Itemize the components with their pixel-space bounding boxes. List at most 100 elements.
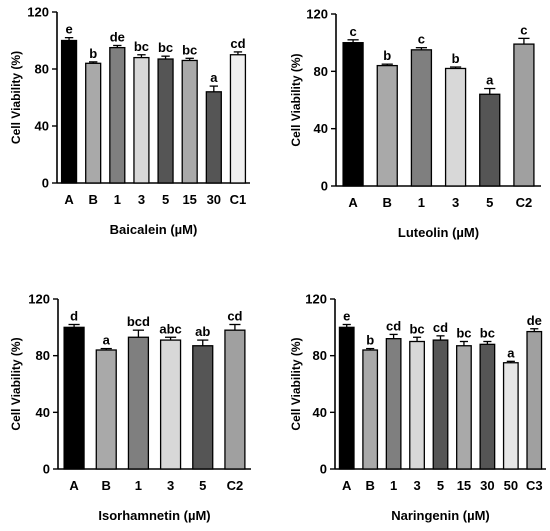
significance-label: cd xyxy=(227,309,242,324)
x-tick-label: B xyxy=(383,195,392,210)
bar-3 xyxy=(159,339,182,470)
x-tick-label: 1 xyxy=(418,195,425,210)
significance-label: ab xyxy=(195,324,210,339)
significance-label: b xyxy=(366,333,374,348)
bar-B xyxy=(376,64,398,187)
significance-label: de xyxy=(110,29,125,44)
y-axis-title: Cell Viability (%) xyxy=(9,51,23,144)
y-tick-label: 120 xyxy=(306,7,328,22)
bar-5 xyxy=(192,345,214,470)
bar-15 xyxy=(181,59,198,184)
significance-label: c xyxy=(520,22,527,37)
x-tick-label: 15 xyxy=(457,478,471,493)
x-tick-label: 3 xyxy=(452,195,459,210)
bar-5 xyxy=(157,58,174,184)
bar-1 xyxy=(385,338,402,470)
bar-A xyxy=(338,326,355,470)
y-axis-title: Cell Viability (%) xyxy=(289,337,303,430)
x-tick-label: A xyxy=(342,478,352,493)
y-axis-title: Cell Viability (%) xyxy=(289,53,303,146)
y-tick-label: 120 xyxy=(305,292,327,307)
chart-panel-naringenin: 0 40 80 120 e Ab Bcd 1 bc 3 cd 5 bc 15 bc 30 a 50 de C3 Nari… xyxy=(289,292,546,523)
x-tick-label: 5 xyxy=(199,478,206,493)
significance-label: cd xyxy=(230,36,245,51)
y-tick-label: 80 xyxy=(313,348,327,363)
chart-panel-baicalein: 0 40 80 120 e Ab Bde 1 bc 3 bc 5 bc 15 a 30 cd C1 Baicalei… xyxy=(9,5,250,237)
y-tick-label: 120 xyxy=(28,292,50,307)
x-axis-title: Baicalein (µM) xyxy=(110,222,198,237)
y-tick-label: 40 xyxy=(313,405,327,420)
x-tick-label: A xyxy=(348,195,358,210)
x-tick-label: 5 xyxy=(437,478,444,493)
significance-label: e xyxy=(65,22,72,37)
significance-label: abc xyxy=(159,321,181,336)
bar-B xyxy=(85,62,102,184)
bar-1 xyxy=(109,46,126,184)
bar-15 xyxy=(456,345,472,470)
x-tick-label: A xyxy=(64,192,74,207)
x-tick-label: 50 xyxy=(504,478,518,493)
significance-label: bc xyxy=(409,321,424,336)
significance-label: a xyxy=(103,333,111,348)
bar-5 xyxy=(432,339,449,470)
bar-5 xyxy=(479,93,501,187)
significance-label: c xyxy=(418,32,425,47)
x-axis-title: Naringenin (µM) xyxy=(391,508,489,523)
significance-label: a xyxy=(507,345,515,360)
significance-label: cd xyxy=(433,320,448,335)
significance-label: bc xyxy=(158,40,173,55)
bar-A xyxy=(342,42,364,187)
x-tick-label: 1 xyxy=(114,192,121,207)
y-tick-label: 40 xyxy=(314,121,328,136)
x-tick-label: C2 xyxy=(516,195,533,210)
y-tick-label: 40 xyxy=(35,119,49,134)
y-tick-label: 0 xyxy=(320,462,327,477)
significance-label: b xyxy=(89,46,97,61)
x-tick-label: A xyxy=(69,478,79,493)
x-tick-label: 1 xyxy=(135,478,142,493)
significance-label: a xyxy=(486,73,494,88)
significance-label: d xyxy=(70,309,78,324)
y-tick-label: 80 xyxy=(36,348,50,363)
y-tick-label: 80 xyxy=(35,62,49,77)
bar-C2 xyxy=(513,43,535,187)
significance-label: b xyxy=(452,51,460,66)
x-tick-label: 3 xyxy=(167,478,174,493)
chart-panel-luteolin: 0 40 80 120 c Ab Bc 1 b 3 a 5 c C2 Luteolin (µM) Cell V… xyxy=(289,7,541,240)
x-tick-label: 3 xyxy=(413,478,420,493)
y-tick-label: 0 xyxy=(42,176,49,191)
bar-3 xyxy=(133,56,150,184)
bar-1 xyxy=(127,336,150,470)
y-tick-label: 0 xyxy=(321,179,328,194)
y-tick-label: 80 xyxy=(314,64,328,79)
x-tick-label: 5 xyxy=(486,195,493,210)
significance-label: c xyxy=(349,24,356,39)
bar-1 xyxy=(410,49,433,187)
bar-A xyxy=(63,326,85,470)
x-tick-label: B xyxy=(365,478,374,493)
x-axis-title: Isorhamnetin (µM) xyxy=(98,508,210,523)
x-tick-label: B xyxy=(102,478,111,493)
x-axis-title: Luteolin (µM) xyxy=(398,225,479,240)
y-tick-label: 120 xyxy=(27,5,49,20)
y-axis-title: Cell Viability (%) xyxy=(9,337,23,430)
x-tick-label: 1 xyxy=(390,478,397,493)
bar-C1 xyxy=(229,54,247,184)
bar-3 xyxy=(409,340,425,470)
significance-label: bc xyxy=(456,326,471,341)
bar-50 xyxy=(502,362,519,470)
x-tick-label: C3 xyxy=(526,478,543,493)
bar-B xyxy=(362,349,379,470)
x-tick-label: B xyxy=(88,192,97,207)
x-tick-label: 15 xyxy=(182,192,196,207)
significance-label: bc xyxy=(480,326,495,341)
significance-label: bc xyxy=(182,42,197,57)
significance-label: cd xyxy=(386,318,401,333)
bar-30 xyxy=(479,343,496,470)
x-tick-label: 30 xyxy=(480,478,494,493)
significance-label: bc xyxy=(134,39,149,54)
bar-C3 xyxy=(526,330,543,470)
y-tick-label: 40 xyxy=(36,405,50,420)
